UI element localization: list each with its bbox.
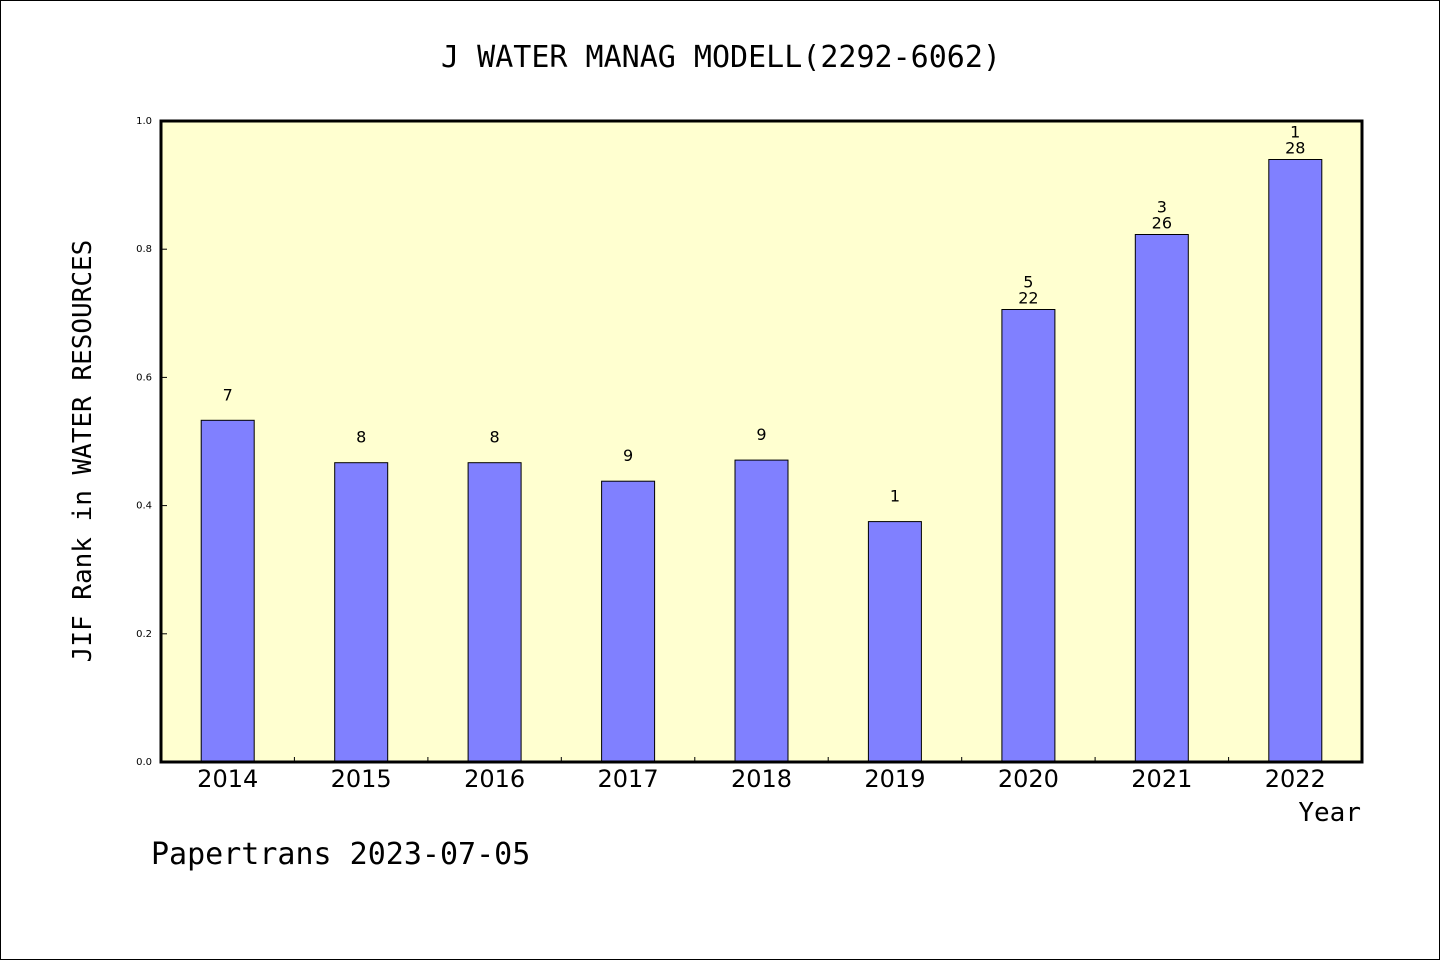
x-tick-label-2019: 2019 bbox=[864, 765, 925, 793]
bar-2014 bbox=[200, 419, 255, 763]
y-tick-label-0.0: 0.0 bbox=[136, 757, 152, 768]
data-label-2014: 7 bbox=[223, 385, 233, 404]
data-label-2017: 9 bbox=[623, 446, 633, 465]
data-label-top-2020: 5 bbox=[1023, 272, 1033, 291]
data-label-bottom-2022: 28 bbox=[1285, 138, 1305, 157]
x-tick-label-2022: 2022 bbox=[1265, 765, 1326, 793]
y-tick-label-0.8: 0.8 bbox=[136, 244, 152, 255]
x-axis-label: Year bbox=[1298, 798, 1361, 828]
data-label-bottom-2020: 22 bbox=[1018, 288, 1038, 307]
data-label-2018: 9 bbox=[756, 425, 766, 444]
data-label-top-2021: 3 bbox=[1157, 197, 1167, 216]
x-tick-label-2018: 2018 bbox=[731, 765, 792, 793]
bar-2019 bbox=[867, 521, 922, 763]
data-label-bottom-2021: 26 bbox=[1152, 213, 1172, 232]
bar-2020 bbox=[1001, 309, 1056, 763]
data-label-2015: 8 bbox=[356, 428, 366, 447]
x-tick-label-2017: 2017 bbox=[598, 765, 659, 793]
footer-watermark: Papertrans 2023-07-05 bbox=[151, 837, 530, 872]
y-tick-label-1.0: 1.0 bbox=[136, 116, 152, 127]
y-axis-label: JIF Rank in WATER RESOURCES bbox=[68, 240, 98, 663]
y-tick-label-0.6: 0.6 bbox=[136, 372, 152, 383]
bar-2017 bbox=[601, 480, 656, 763]
bar-2018 bbox=[734, 459, 789, 763]
chart-title: J WATER MANAG MODELL(2292-6062) bbox=[441, 40, 1001, 75]
x-tick-label-2016: 2016 bbox=[464, 765, 525, 793]
y-tick-label-0.4: 0.4 bbox=[136, 501, 152, 512]
bar-2021 bbox=[1134, 234, 1189, 763]
data-label-2016: 8 bbox=[490, 428, 500, 447]
bar-2015 bbox=[334, 462, 389, 763]
x-tick-label-2021: 2021 bbox=[1131, 765, 1192, 793]
x-tick-label-2015: 2015 bbox=[331, 765, 392, 793]
bars-layer bbox=[200, 159, 1323, 763]
x-axis: 2014 2015 2016 2017 2018 2019 2020 2021 2022 bbox=[197, 757, 1326, 793]
bar-2016 bbox=[467, 462, 522, 763]
x-tick-label-2020: 2020 bbox=[998, 765, 1059, 793]
plot-border bbox=[159, 119, 1364, 764]
data-label-top-2022: 1 bbox=[1290, 122, 1300, 141]
data-label-2019: 1 bbox=[890, 487, 900, 506]
y-tick-label-0.2: 0.2 bbox=[136, 629, 152, 640]
x-tick-label-2014: 2014 bbox=[197, 765, 258, 793]
bar-2022 bbox=[1268, 159, 1323, 763]
